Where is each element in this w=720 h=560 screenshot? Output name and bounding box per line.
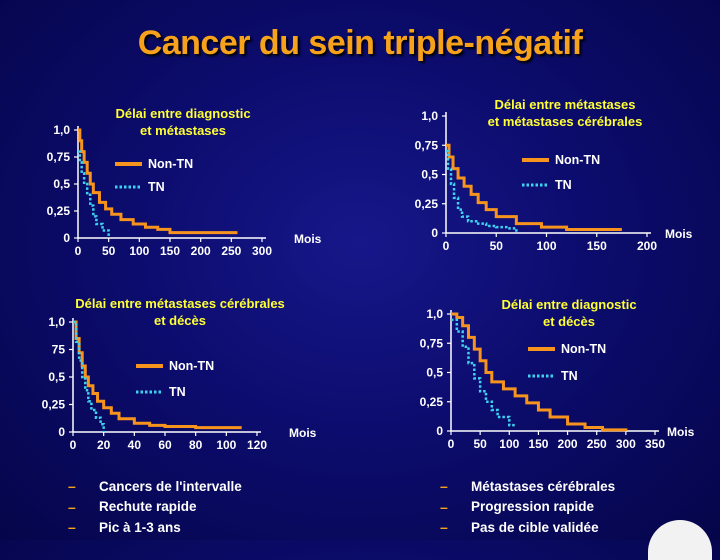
slide-title: Cancer du sein triple-négatif	[137, 24, 583, 62]
bullets-right: – Métastases cérébrales – Progression ra…	[440, 476, 615, 538]
y-tick-label: 0,25	[415, 197, 439, 211]
bullet-text: Métastases cérébrales	[471, 478, 616, 494]
y-tick-label: 0,5	[421, 168, 438, 182]
km-curve-non-tn	[73, 320, 242, 430]
km-curve-tn	[451, 318, 516, 427]
y-tick-label: 0,75	[420, 336, 444, 350]
y-tick-label: 0	[431, 226, 438, 240]
km-curve-non-tn	[446, 143, 622, 231]
y-tick-label: 0	[63, 231, 70, 245]
x-tick-label: 60	[158, 438, 172, 452]
x-tick-label: 350	[645, 437, 665, 451]
legend-label: TN	[148, 180, 165, 194]
x-tick-label: 100	[536, 239, 556, 253]
chart-title: Délai entre diagnostic	[115, 106, 250, 121]
chart-title: et métastases cérébrales	[488, 114, 643, 129]
bullet-text: Pas de cible validée	[471, 519, 599, 535]
x-tick-label: 300	[616, 437, 636, 451]
bullet-dash: –	[440, 519, 448, 536]
y-tick-label: 0,25	[42, 398, 66, 412]
x-tick-label: 40	[128, 438, 142, 452]
bullet-dash: –	[440, 478, 448, 495]
bullet-item: – Cancers de l'intervalle	[68, 476, 242, 497]
bullet-item: – Pic à 1-3 ans	[68, 517, 242, 538]
x-axis-label: Mois	[289, 426, 317, 440]
bullet-text: Progression rapide	[471, 499, 595, 515]
x-tick-label: 150	[160, 244, 180, 258]
bullet-dash: –	[68, 478, 76, 495]
km-curve-tn	[78, 150, 110, 238]
x-tick-label: 100	[499, 437, 519, 451]
y-tick-label: 0,25	[47, 204, 71, 218]
x-tick-label: 250	[221, 244, 241, 258]
bullet-item: – Pas de cible validée	[440, 517, 615, 538]
x-tick-label: 0	[70, 438, 77, 452]
chart-title: et décès	[154, 313, 206, 328]
legend-label: Non-TN	[148, 157, 193, 171]
x-tick-label: 0	[75, 244, 82, 258]
bullet-text: Pic à 1-3 ans	[99, 519, 181, 535]
km-charts: Délai entre diagnostic et métastases 0 50 10…	[42, 97, 695, 452]
bullet-dash: –	[68, 498, 76, 515]
legend-label: TN	[561, 369, 578, 383]
chart-title: Délai entre diagnostic	[501, 297, 636, 312]
x-tick-label: 0	[448, 437, 455, 451]
chart-title: et métastases	[140, 123, 226, 138]
y-tick-label: 1,0	[426, 307, 443, 321]
x-axis-label: Mois	[665, 227, 693, 241]
bullet-item: – Rechute rapide	[68, 497, 242, 518]
x-tick-label: 100	[216, 438, 236, 452]
y-tick-label: 1,0	[421, 109, 438, 123]
y-tick-label: 1,0	[53, 123, 70, 137]
chart-title: et décès	[543, 314, 595, 329]
chart-title: Délai entre métastases cérébrales	[75, 296, 285, 311]
legend-label: Non-TN	[555, 153, 600, 167]
bullet-item: – Progression rapide	[440, 497, 615, 518]
km-curve-non-tn	[451, 312, 628, 432]
x-tick-label: 80	[189, 438, 203, 452]
x-tick-label: 50	[473, 437, 487, 451]
bullet-dash: –	[68, 519, 76, 536]
x-tick-label: 200	[558, 437, 578, 451]
y-tick-label: 0	[436, 424, 443, 438]
x-tick-label: 150	[528, 437, 548, 451]
x-tick-label: 200	[191, 244, 211, 258]
y-tick-label: 0,25	[420, 395, 444, 409]
y-tick-label: 0,75	[47, 150, 71, 164]
x-tick-label: 50	[102, 244, 116, 258]
bullet-item: – Métastases cérébrales	[440, 476, 615, 497]
y-tick-label: 0,5	[426, 366, 443, 380]
y-tick-label: 0,5	[48, 370, 65, 384]
legend-label: Non-TN	[169, 359, 214, 373]
x-axis-label: Mois	[294, 232, 322, 246]
bullet-dash: –	[440, 498, 448, 515]
bullets-left: – Cancers de l'intervalle – Rechute rapi…	[68, 476, 242, 538]
x-tick-label: 250	[587, 437, 607, 451]
x-tick-label: 100	[129, 244, 149, 258]
y-tick-label: 1,0	[48, 315, 65, 329]
y-tick-label: 0,75	[415, 138, 439, 152]
km-curve-non-tn	[78, 128, 238, 235]
x-tick-label: 150	[587, 239, 607, 253]
x-axis-label: Mois	[667, 425, 695, 439]
bullet-text: Cancers de l'intervalle	[99, 478, 242, 494]
chart-title: Délai entre métastases	[495, 97, 636, 112]
y-tick-label: 75	[52, 343, 66, 357]
legend-label: Non-TN	[561, 342, 606, 356]
legend-label: TN	[169, 385, 186, 399]
x-tick-label: 50	[490, 239, 504, 253]
y-tick-label: 0,5	[53, 177, 70, 191]
x-tick-label: 120	[247, 438, 267, 452]
legend-label: TN	[555, 178, 572, 192]
km-curve-tn	[446, 149, 518, 233]
x-tick-label: 0	[443, 239, 450, 253]
km-curve-tn	[73, 320, 105, 432]
x-tick-label: 300	[252, 244, 272, 258]
x-tick-label: 20	[97, 438, 111, 452]
bullet-text: Rechute rapide	[99, 499, 197, 515]
y-tick-label: 0	[58, 425, 65, 439]
x-tick-label: 200	[637, 239, 657, 253]
